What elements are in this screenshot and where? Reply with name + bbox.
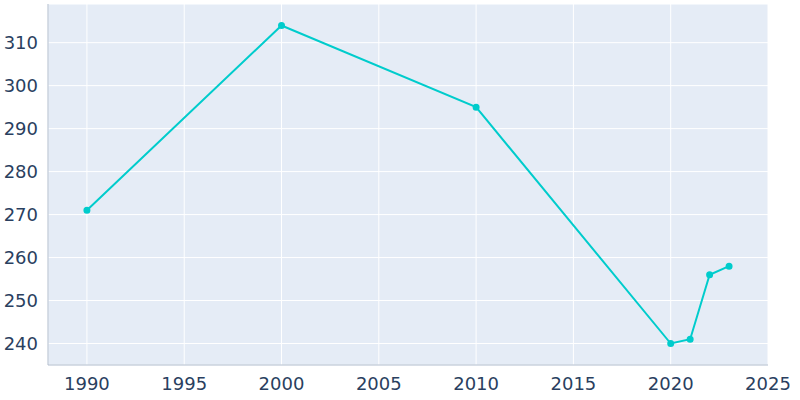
svg-text:250: 250: [8, 290, 38, 311]
svg-text:2020: 2020: [648, 373, 694, 394]
svg-text:1995: 1995: [161, 373, 207, 394]
svg-text:1990: 1990: [64, 373, 110, 394]
svg-text:270: 270: [8, 204, 38, 225]
svg-text:300: 300: [8, 75, 38, 96]
svg-text:2005: 2005: [356, 373, 402, 394]
svg-text:2000: 2000: [259, 373, 305, 394]
svg-text:260: 260: [8, 247, 38, 268]
svg-text:280: 280: [8, 161, 38, 182]
svg-text:290: 290: [8, 118, 38, 139]
svg-text:2010: 2010: [453, 373, 499, 394]
svg-text:310: 310: [8, 32, 38, 53]
svg-text:2015: 2015: [550, 373, 596, 394]
svg-text:2025: 2025: [745, 373, 791, 394]
svg-text:240: 240: [8, 333, 38, 354]
